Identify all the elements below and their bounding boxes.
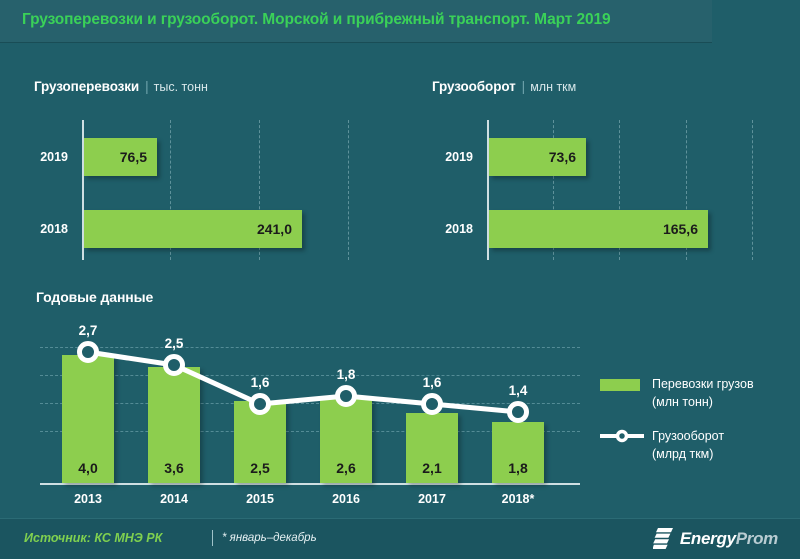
annual-bar-2016: 2,6 <box>320 398 372 483</box>
annual-bar-2017: 2,1 <box>406 413 458 483</box>
freight-gridline-2 <box>259 120 260 260</box>
annual-xtick-2017: 2017 <box>418 492 446 506</box>
page-title: Грузоперевозки и грузооборот. Морской и … <box>22 11 611 28</box>
annual-line-series <box>77 341 529 423</box>
turnover-gridline-3 <box>686 120 687 260</box>
turnover-bar-2019: 73,6 <box>489 138 586 176</box>
legend-item-freight: Перевозки грузов (млн тонн) <box>600 375 790 411</box>
panel-header-freight: Грузоперевозки | тыс. тонн <box>34 79 208 94</box>
annual-line-value-2016: 1,8 <box>336 367 356 382</box>
annual-marker-2013 <box>77 341 99 363</box>
freight-bar-2019: 76,5 <box>84 138 157 176</box>
freight-row-label-2019: 2019 <box>40 150 68 164</box>
logo-energy-part: Energy <box>679 528 736 548</box>
annual-line-path <box>85 349 521 415</box>
freight-bar-value-2019: 76,5 <box>119 149 147 165</box>
annual-bar-value-2015: 2,5 <box>250 460 270 476</box>
legend-sublabel-freight: (млн тонн) <box>652 395 713 409</box>
panel-header-turnover: Грузооборот | млн ткм <box>432 79 576 94</box>
annual-marker-2015 <box>249 393 271 415</box>
annual-bar-2014: 3,6 <box>148 367 200 483</box>
annual-xtick-2016: 2016 <box>332 492 360 506</box>
freight-row-label-2018: 2018 <box>40 222 68 236</box>
annual-marker-2017 <box>421 393 443 415</box>
turnover-gridline-4 <box>752 120 753 260</box>
panel-title-turnover: Грузооборот <box>432 79 516 94</box>
freight-bar-value-2018: 241,0 <box>256 221 292 237</box>
annual-xtick-2013: 2013 <box>74 492 102 506</box>
annual-xtick-2015: 2015 <box>246 492 274 506</box>
annual-gridline-2 <box>40 375 580 376</box>
annual-line-value-2017: 1,6 <box>422 375 442 390</box>
freight-axis-line <box>82 120 84 260</box>
annual-bar-value-2014: 3,6 <box>164 460 184 476</box>
chart-freight-horizontal-bars: 2019 76,5 2018 241,0 <box>40 120 357 260</box>
header-bar <box>0 0 712 42</box>
freight-gridline-3 <box>348 120 349 260</box>
logo-prom-part: Prom <box>735 528 779 548</box>
legend-line-marker-icon <box>600 429 644 443</box>
energyprom-logo[interactable]: EnergyProm <box>652 528 778 549</box>
panel-separator-turnover: | <box>521 79 526 94</box>
energyprom-logo-icon <box>652 528 673 549</box>
legend-sublabel-turnover: (млрд ткм) <box>652 447 714 461</box>
footer-note-text: * январь–декабрь <box>222 532 317 544</box>
chart-turnover-horizontal-bars: 2019 73,6 2018 165,6 <box>445 120 757 260</box>
annual-bar-value-2013: 4,0 <box>78 460 98 476</box>
turnover-row-label-2019: 2019 <box>445 150 473 164</box>
legend-item-turnover: Грузооборот (млрд ткм) <box>600 427 790 463</box>
footer-divider <box>212 530 213 546</box>
annual-bar-2013: 4,0 <box>62 355 114 483</box>
annual-line-markers <box>77 341 529 423</box>
chart-legend: Перевозки грузов (млн тонн) Грузооборот … <box>600 375 790 479</box>
turnover-row-label-2018: 2018 <box>445 222 473 236</box>
annual-bar-value-2018: 1,8 <box>508 460 528 476</box>
footer-bar: Источник: КС МНЭ РК * январь–декабрь Ene… <box>0 518 800 559</box>
annual-bar-2018: 1,8 <box>492 422 544 483</box>
panel-separator-freight: | <box>145 79 149 94</box>
footer-source-text: Источник: КС МНЭ РК <box>24 531 163 545</box>
section-title-annual: Годовые данные <box>36 289 154 305</box>
turnover-gridline-1 <box>553 120 554 260</box>
annual-line-value-2018: 1,4 <box>508 383 528 398</box>
turnover-bar-value-2019: 73,6 <box>548 149 576 165</box>
freight-gridline-1 <box>170 120 171 260</box>
annual-line-value-2014: 2,5 <box>164 336 184 351</box>
annual-bar-value-2016: 2,6 <box>336 460 356 476</box>
turnover-bar-2018: 165,6 <box>489 210 708 248</box>
legend-label-freight: Перевозки грузов <box>652 377 754 391</box>
panel-unit-turnover: млн ткм <box>530 80 577 94</box>
annual-marker-2016 <box>335 385 357 407</box>
annual-xtick-2018: 2018* <box>501 492 535 506</box>
annual-xtick-2014: 2014 <box>160 492 188 506</box>
energyprom-logo-text: EnergyProm <box>680 529 778 549</box>
panel-unit-freight: тыс. тонн <box>153 80 208 94</box>
annual-line-value-2015: 1,6 <box>250 375 270 390</box>
annual-marker-2018 <box>507 401 529 423</box>
panel-title-freight: Грузоперевозки <box>34 79 140 94</box>
annual-baseline <box>40 483 580 485</box>
turnover-gridline-2 <box>619 120 620 260</box>
turnover-bar-value-2018: 165,6 <box>662 221 698 237</box>
annual-marker-2014 <box>163 354 185 376</box>
freight-bar-2018: 241,0 <box>84 210 302 248</box>
legend-label-turnover: Грузооборот <box>652 429 725 443</box>
annual-bar-value-2017: 2,1 <box>422 460 442 476</box>
annual-line-value-2013: 2,7 <box>78 323 98 338</box>
annual-gridline-1 <box>40 347 580 348</box>
annual-gridline-3 <box>40 403 580 404</box>
legend-green-swatch-icon <box>600 377 644 391</box>
annual-gridline-4 <box>40 431 580 432</box>
turnover-axis-line <box>487 120 489 260</box>
chart-annual-combo: 4,0 3,6 2,5 2,6 2,1 1,8 <box>40 323 580 506</box>
